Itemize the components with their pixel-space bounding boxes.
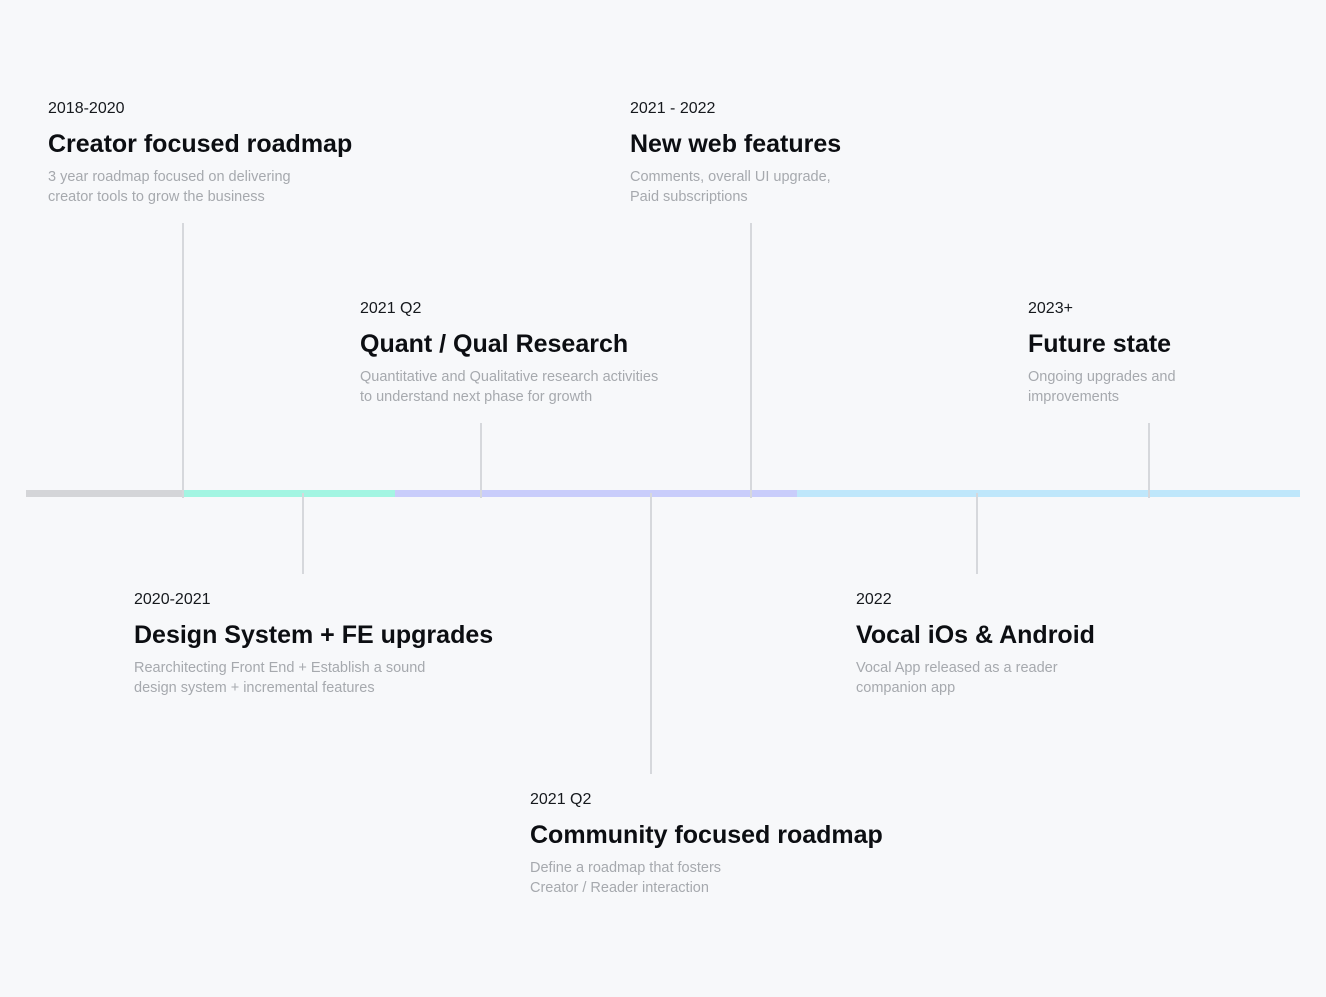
milestone-date: 2022	[856, 591, 892, 608]
milestone-creator: 2018-2020 Creator focused roadmap 3 year…	[48, 99, 352, 207]
milestone-description: Comments, overall UI upgrade, Paid subsc…	[630, 167, 841, 207]
description-line: Vocal App released as a reader	[856, 660, 1058, 676]
milestone-description: Define a roadmap that fosters Creator / …	[530, 858, 883, 898]
description-line: Define a roadmap that fosters	[530, 860, 722, 876]
connector-research	[480, 423, 482, 498]
connector-creator	[182, 223, 184, 498]
connector-web	[750, 223, 752, 498]
connector-community	[650, 493, 652, 774]
milestone-design: 2020-2021 Design System + FE upgrades Re…	[134, 590, 493, 698]
description-line: design system + incremental features	[134, 680, 375, 696]
milestone-app: 2022 Vocal iOs & Android Vocal App relea…	[856, 590, 1095, 698]
milestone-research: 2021 Q2 Quant / Qual Research Quantitati…	[360, 299, 658, 407]
milestone-title: Creator focused roadmap	[48, 130, 353, 158]
connector-app	[976, 493, 978, 574]
description-line: Paid subscriptions	[630, 189, 748, 205]
milestone-title: Future state	[1028, 330, 1172, 358]
milestone-community: 2021 Q2 Community focused roadmap Define…	[530, 790, 883, 898]
milestone-date: 2021 - 2022	[630, 100, 716, 117]
milestone-date: 2018-2020	[48, 100, 125, 117]
milestone-title: Community focused roadmap	[530, 821, 883, 849]
milestone-future: 2023+ Future state Ongoing upgrades and …	[1028, 299, 1176, 407]
milestone-date: 2023+	[1028, 300, 1073, 317]
description-line: to understand next phase for growth	[360, 389, 593, 405]
connector-design	[302, 493, 304, 574]
timeline-bar-mint-segment	[184, 490, 395, 497]
milestone-description: Ongoing upgrades and improvements	[1028, 367, 1176, 407]
connector-future	[1148, 423, 1150, 498]
description-line: companion app	[856, 680, 956, 696]
description-line: Ongoing upgrades and	[1028, 369, 1176, 385]
milestone-description: Vocal App released as a reader companion…	[856, 658, 1095, 698]
milestone-title: Quant / Qual Research	[360, 330, 629, 358]
milestone-title: New web features	[630, 130, 842, 158]
description-line: Creator / Reader interaction	[530, 880, 709, 896]
description-line: Rearchitecting Front End + Establish a s…	[134, 660, 426, 676]
description-line: 3 year roadmap focused on delivering	[48, 169, 291, 185]
description-line: Quantitative and Qualitative research ac…	[360, 369, 659, 385]
description-line: improvements	[1028, 389, 1120, 405]
milestone-date: 2020-2021	[134, 591, 211, 608]
milestone-web: 2021 - 2022 New web features Comments, o…	[630, 99, 841, 207]
description-line: creator tools to grow the business	[48, 189, 265, 205]
milestone-date: 2021 Q2	[530, 791, 592, 808]
milestone-description: Rearchitecting Front End + Establish a s…	[134, 658, 493, 698]
milestone-title: Vocal iOs & Android	[856, 621, 1095, 649]
timeline-bar-sky-segment	[797, 490, 1300, 497]
milestone-description: 3 year roadmap focused on delivering cre…	[48, 167, 352, 207]
timeline-bar-gray-segment	[26, 490, 184, 497]
milestone-title: Design System + FE upgrades	[134, 621, 494, 649]
description-line: Comments, overall UI upgrade,	[630, 169, 831, 185]
timeline-bar-lavender-segment	[395, 490, 797, 497]
milestone-date: 2021 Q2	[360, 300, 422, 317]
milestone-description: Quantitative and Qualitative research ac…	[360, 367, 658, 407]
